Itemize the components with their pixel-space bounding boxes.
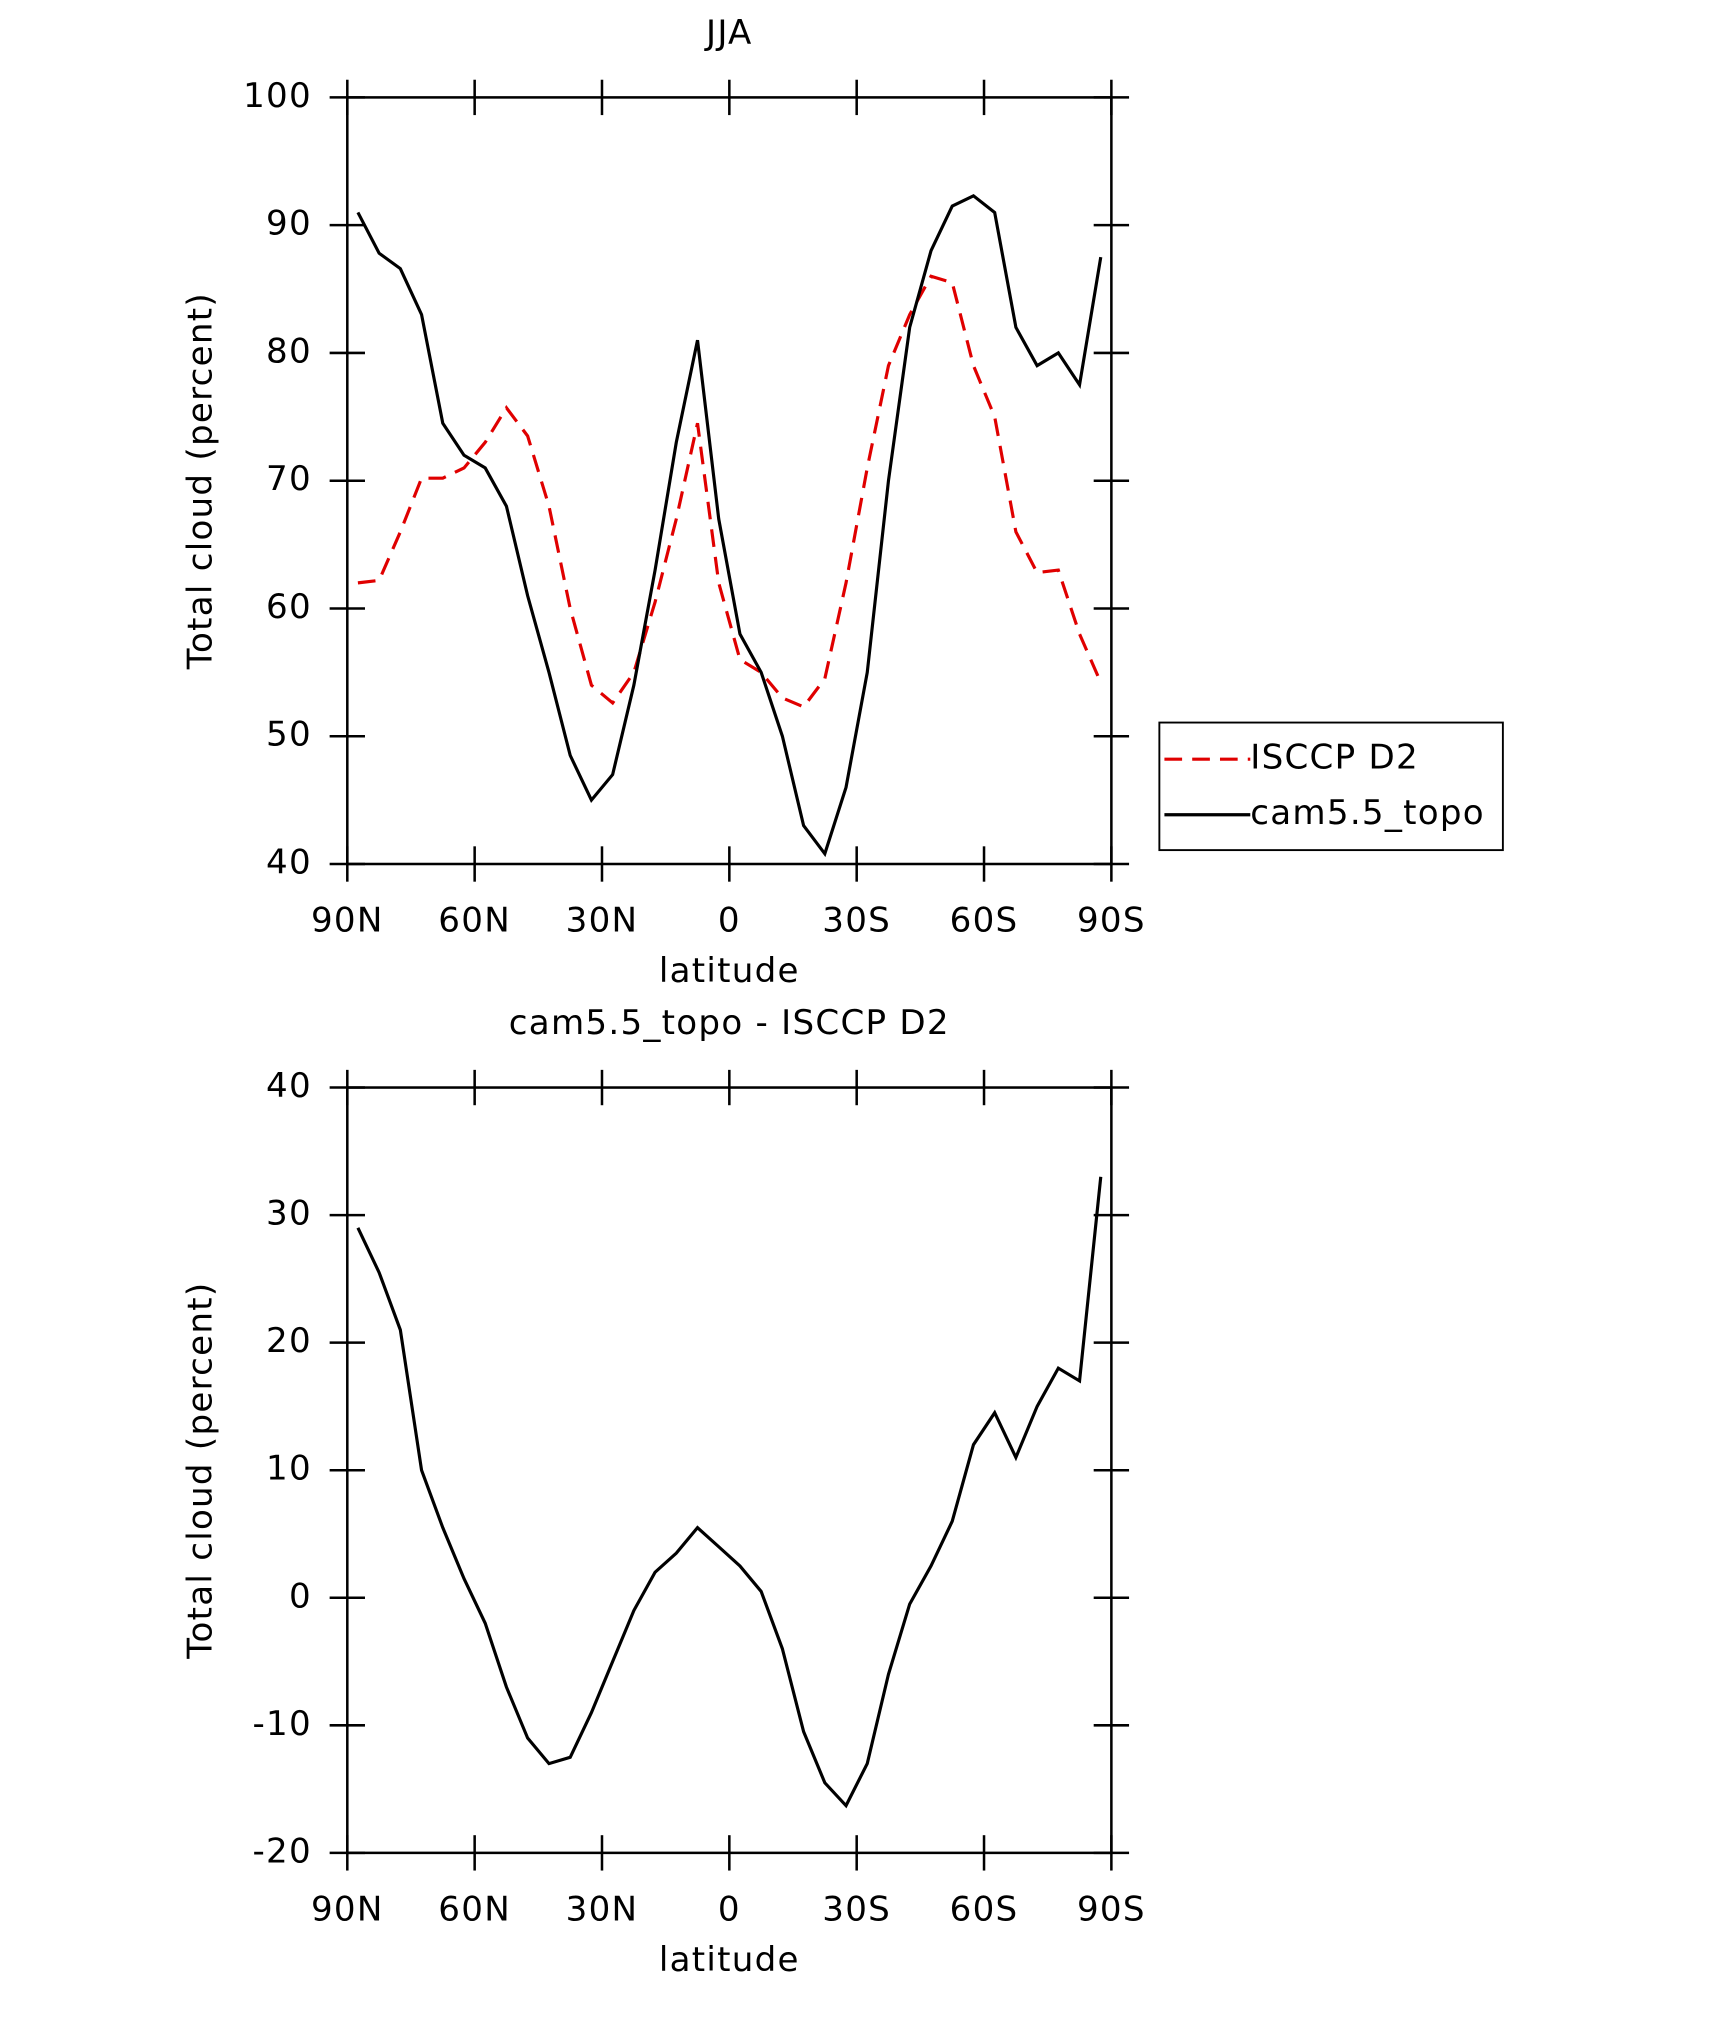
y-tick-label: 90: [266, 204, 312, 244]
x-tick-label: 0: [718, 901, 741, 941]
y-tick-label: 0: [289, 1576, 312, 1616]
y-tick-label: 50: [266, 715, 312, 755]
chart-title: cam5.5_topo - ISCCP D2: [509, 1003, 950, 1043]
y-tick-label: -10: [252, 1704, 311, 1744]
legend-label: ISCCP D2: [1250, 738, 1419, 778]
chart-title: JJA: [704, 13, 753, 53]
y-tick-label: 20: [266, 1321, 312, 1361]
y-tick-label: 80: [266, 331, 312, 371]
y-tick-label: 60: [266, 587, 312, 627]
x-tick-label: 30S: [822, 901, 891, 941]
x-axis-label: latitude: [659, 1940, 800, 1980]
y-tick-label: 70: [266, 459, 312, 499]
x-tick-label: 90S: [1077, 901, 1146, 941]
legend-label: cam5.5_topo: [1250, 793, 1485, 833]
y-tick-label: -20: [252, 1831, 311, 1871]
x-tick-label: 60S: [950, 901, 1019, 941]
legend-box: [1158, 721, 1504, 852]
x-tick-label: 30N: [566, 1889, 639, 1929]
x-tick-label: 90N: [311, 901, 384, 941]
series-line: [356, 1176, 1103, 1809]
x-tick-label: 90N: [311, 1889, 384, 1929]
x-tick-label: 90S: [1077, 1889, 1146, 1929]
series-line: [356, 193, 1103, 858]
y-tick-label: 100: [243, 76, 312, 116]
series-line: [357, 274, 1103, 709]
y-axis-label: Total cloud (percent): [181, 292, 221, 670]
plot-frame: [346, 96, 1113, 866]
y-tick-label: 30: [266, 1194, 312, 1234]
plot-frame: [346, 1086, 1113, 1855]
x-axis-label: latitude: [659, 951, 800, 991]
y-tick-label: 40: [266, 1066, 312, 1106]
x-tick-label: 30N: [566, 901, 639, 941]
y-tick-label: 40: [266, 843, 312, 883]
x-tick-label: 60S: [950, 1889, 1019, 1929]
x-tick-label: 60N: [438, 901, 511, 941]
y-axis-label: Total cloud (percent): [181, 1282, 221, 1660]
x-tick-label: 0: [718, 1889, 741, 1929]
y-tick-label: 10: [266, 1449, 312, 1489]
x-tick-label: 30S: [822, 1889, 891, 1929]
x-tick-label: 60N: [438, 1889, 511, 1929]
